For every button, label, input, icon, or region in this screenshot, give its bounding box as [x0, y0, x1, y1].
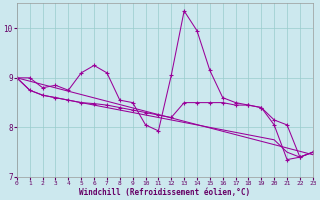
- X-axis label: Windchill (Refroidissement éolien,°C): Windchill (Refroidissement éolien,°C): [79, 188, 250, 197]
